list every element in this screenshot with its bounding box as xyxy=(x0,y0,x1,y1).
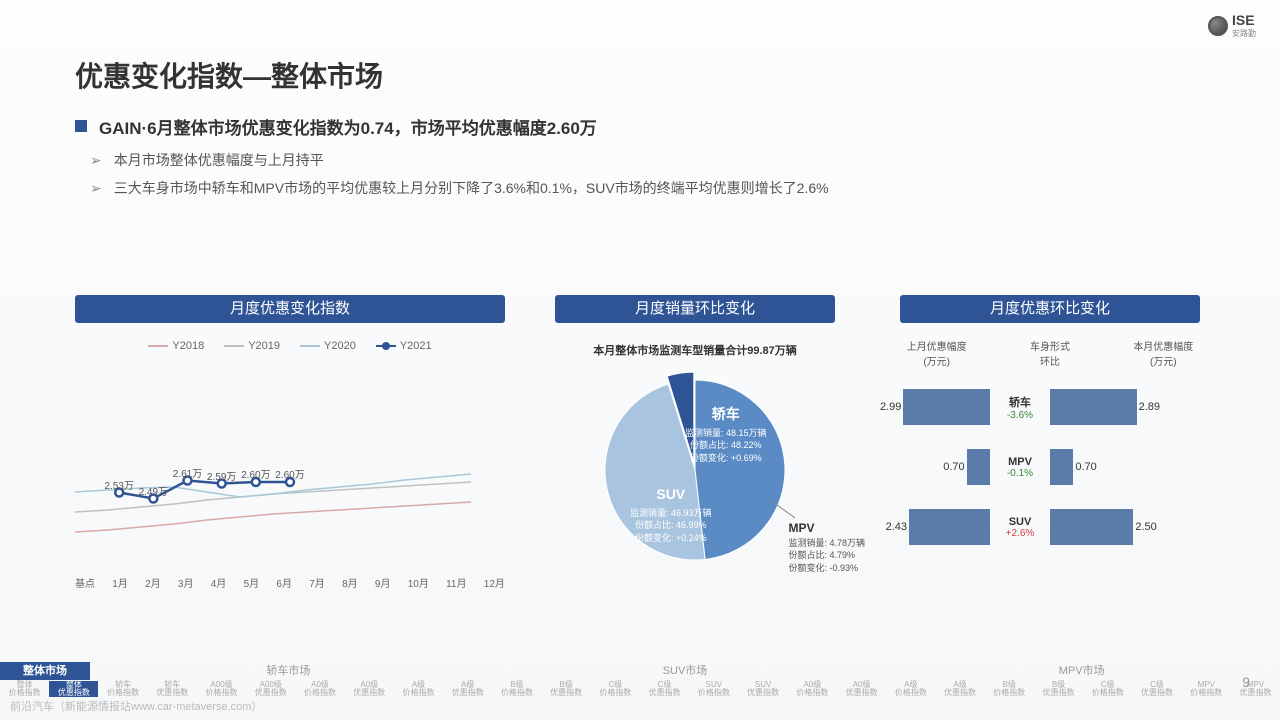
footer-subtab[interactable]: SUV 优惠指数 xyxy=(739,681,788,697)
footer-subtab[interactable]: MPV 优惠指数 xyxy=(1231,681,1280,697)
footer-subtab[interactable]: A级 优惠指数 xyxy=(443,681,492,697)
arrow-icon: ➢ xyxy=(90,180,102,197)
pie-subtitle: 本月整体市场监测车型销量合计99.87万辆 xyxy=(540,342,850,358)
logo-sub: 安路勤 xyxy=(1232,28,1256,39)
bar-row: 0.70 MPV-0.1% 0.70 xyxy=(880,446,1220,488)
footer-tab[interactable]: 整体市场 xyxy=(0,662,90,680)
footer-subtab[interactable]: B级 价格指数 xyxy=(985,681,1034,697)
footer-subtab[interactable]: C级 优惠指数 xyxy=(1132,681,1181,697)
footer-subtab[interactable]: A0级 优惠指数 xyxy=(837,681,886,697)
footer-subtab[interactable]: C级 价格指数 xyxy=(591,681,640,697)
footer-subtab[interactable]: A0级 优惠指数 xyxy=(345,681,394,697)
line-legend: Y2018Y2019Y2020Y2021 xyxy=(75,340,505,352)
bullet-sub1-text: 本月市场整体优惠幅度与上月持平 xyxy=(114,150,324,170)
chart3-header: 月度优惠环比变化 xyxy=(900,295,1200,323)
pie-wrap: 轿车监测销量: 48.15万辆份额占比: 48.22%份额变化: +0.69%S… xyxy=(595,370,795,570)
footer-subtab[interactable]: 轿车 价格指数 xyxy=(98,681,147,697)
watermark: 前沿汽车（新能源情报站www.car-metaverse.com） xyxy=(10,698,262,714)
bullet-sub1: ➢ 本月市场整体优惠幅度与上月持平 xyxy=(90,150,324,170)
footer-subtab[interactable]: A级 价格指数 xyxy=(886,681,935,697)
footer-subtab[interactable]: B级 优惠指数 xyxy=(1034,681,1083,697)
bar-headers: 上月优惠幅度 (万元)车身形式 环比本月优惠幅度 (万元) xyxy=(880,338,1220,368)
bullet-main: GAIN·6月整体市场优惠变化指数为0.74，市场平均优惠幅度2.60万 xyxy=(75,114,597,139)
footer-tab[interactable]: SUV市场 xyxy=(487,662,884,680)
bar-chart: 上月优惠幅度 (万元)车身形式 环比本月优惠幅度 (万元) 2.99 轿车-3.… xyxy=(880,330,1220,620)
pie-chart: 本月整体市场监测车型销量合计99.87万辆 轿车监测销量: 48.15万辆份额占… xyxy=(540,330,850,620)
footer-tab[interactable]: 轿车市场 xyxy=(90,662,487,680)
footer-subtab[interactable]: A0级 价格指数 xyxy=(295,681,344,697)
footer-subtab[interactable]: B级 优惠指数 xyxy=(542,681,591,697)
footer-subtab[interactable]: 整体 价格指数 xyxy=(0,681,49,697)
logo-text: ISE xyxy=(1232,12,1256,28)
bar-row: 2.43 SUV+2.6% 2.50 xyxy=(880,506,1220,548)
footer-subtab[interactable]: A00级 价格指数 xyxy=(197,681,246,697)
footer-subtab[interactable]: 轿车 优惠指数 xyxy=(148,681,197,697)
bullet-sub2: ➢ 三大车身市场中轿车和MPV市场的平均优惠较上月分别下降了3.6%和0.1%，… xyxy=(90,178,829,198)
bullet-sub2-text: 三大车身市场中轿车和MPV市场的平均优惠较上月分别下降了3.6%和0.1%，SU… xyxy=(114,178,829,198)
chart2-header: 月度销量环比变化 xyxy=(555,295,835,323)
footer-subtab[interactable]: 整体 优惠指数 xyxy=(49,681,98,697)
logo: ISE 安路勤 xyxy=(1208,12,1256,39)
footer-subtab[interactable]: SUV 价格指数 xyxy=(689,681,738,697)
chart1-header: 月度优惠变化指数 xyxy=(75,295,505,323)
logo-icon xyxy=(1208,16,1228,36)
line-chart: Y2018Y2019Y2020Y2021 基点1月2月3月4月5月6月7月8月9… xyxy=(75,330,505,620)
footer-subtab[interactable]: A级 优惠指数 xyxy=(935,681,984,697)
footer-subtab[interactable]: A级 价格指数 xyxy=(394,681,443,697)
footer-subtab[interactable]: B级 价格指数 xyxy=(492,681,541,697)
footer-subtab[interactable]: C级 价格指数 xyxy=(1083,681,1132,697)
arrow-icon: ➢ xyxy=(90,152,102,169)
line-plot: 基点1月2月3月4月5月6月7月8月9月10月11月12月 2.53万2.49万… xyxy=(75,392,505,572)
footer-subtab[interactable]: A0级 价格指数 xyxy=(788,681,837,697)
page-title: 优惠变化指数—整体市场 xyxy=(75,55,383,95)
bullet-main-text: GAIN·6月整体市场优惠变化指数为0.74，市场平均优惠幅度2.60万 xyxy=(99,114,597,139)
x-axis: 基点1月2月3月4月5月6月7月8月9月10月11月12月 xyxy=(75,575,505,590)
footer-tab[interactable]: MPV市场 xyxy=(883,662,1280,680)
bullet-square-icon xyxy=(75,120,87,132)
footer-subtab[interactable]: A00级 优惠指数 xyxy=(246,681,295,697)
bar-row: 2.99 轿车-3.6% 2.89 xyxy=(880,386,1220,428)
page-number: 9 xyxy=(1242,674,1250,690)
footer-subtab[interactable]: C级 优惠指数 xyxy=(640,681,689,697)
footer-nav: 整体市场轿车市场SUV市场MPV市场 整体 价格指数整体 优惠指数轿车 价格指数… xyxy=(0,662,1280,692)
footer-subtab[interactable]: MPV 价格指数 xyxy=(1182,681,1231,697)
